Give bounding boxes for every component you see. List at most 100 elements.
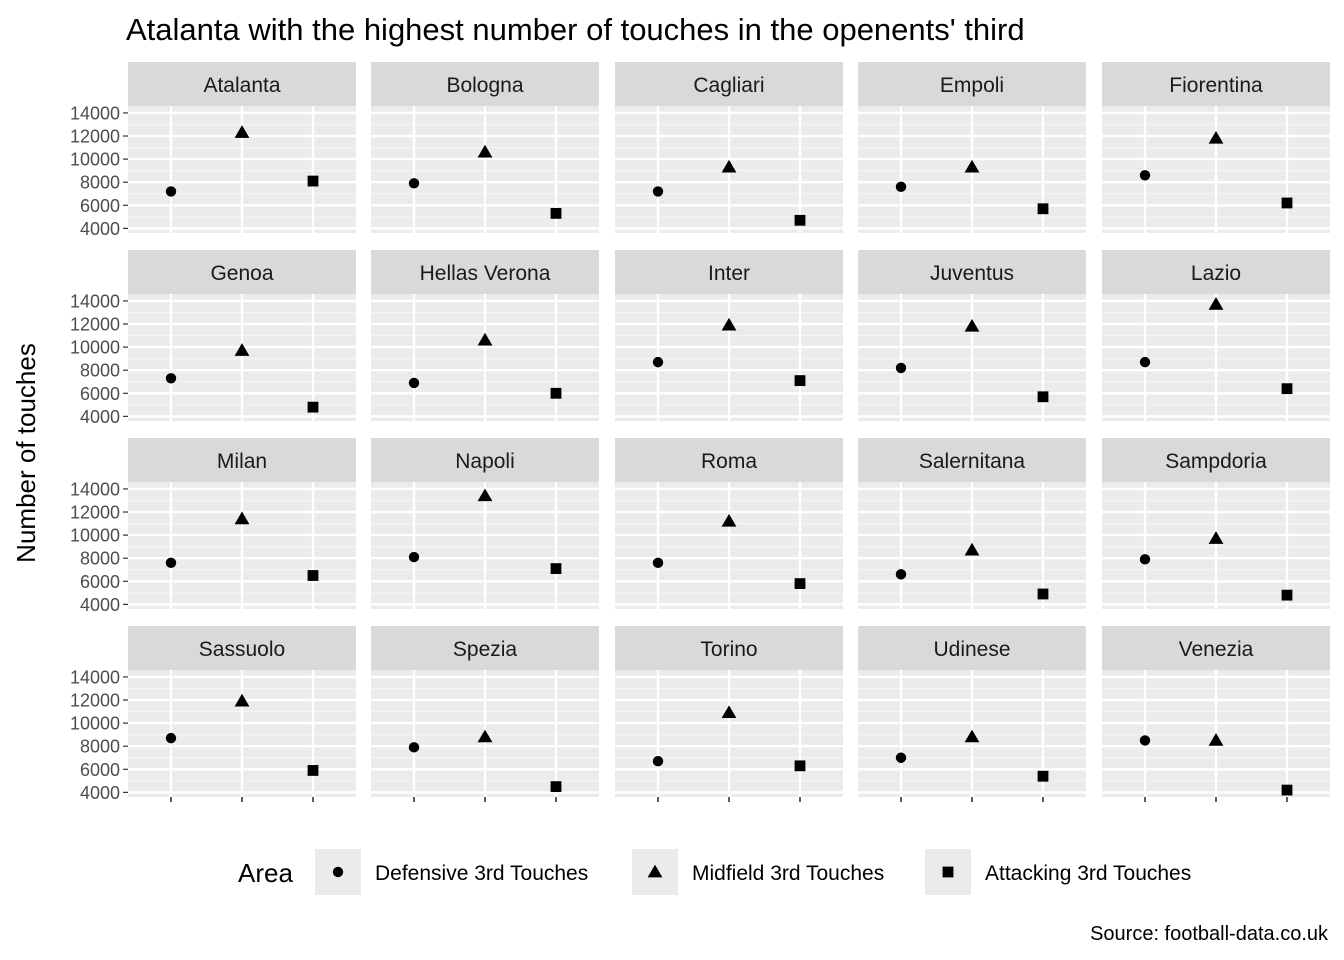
y-tick-label: 12000 [70,315,120,335]
facet-panel: Napoli [371,438,599,609]
cagliari-point-1 [721,159,737,173]
fiorentina-point-0 [1139,170,1151,181]
y-tick-label: 8000 [80,549,120,569]
facet-strip [371,250,599,294]
facet-strip-label: Milan [217,450,267,473]
facet-panel: Salernitana [858,438,1086,609]
facet-strip [1102,438,1330,482]
facet-strip-label: Inter [708,262,750,285]
napoli-point-0 [408,551,420,563]
roma-point-0 [652,557,664,569]
y-tick-label: 8000 [80,361,120,381]
facet-strip [371,626,599,670]
y-axis-label: Number of touches [11,343,41,563]
venezia-point-2 [1281,784,1293,796]
y-tick-label: 8000 [80,173,120,193]
genoa-point-1 [234,343,250,356]
facet-panel: Genoa 4000 6000 8000 10000 12000 14000 [70,250,356,427]
facet-strip-label: Roma [701,450,757,473]
hellas-verona-point-2 [550,387,562,399]
facet-strip-label: Udinese [933,638,1010,661]
facet-panel: Roma [615,438,843,609]
facet-strip-label: Empoli [940,74,1004,97]
y-tick-label: 10000 [70,714,120,734]
fiorentina-point-2 [1281,197,1293,209]
facet-panel: Juventus [858,250,1086,421]
roma-point-2 [794,578,806,589]
facet-panels: Atalanta 4000 6000 8000 10000 12000 14000 Bolog… [70,62,1330,803]
legend-circle-point-0 [332,866,344,878]
facet-strip [1102,62,1330,106]
inter-point-0 [652,356,664,368]
facet-strip-label: Juventus [930,262,1014,285]
y-tick-label: 14000 [70,479,120,499]
salernitana-point-1 [964,542,980,556]
legend-entry: Attacking 3rd Touches [925,849,1191,895]
y-tick-label: 10000 [70,526,120,546]
y-tick-label: 12000 [70,127,120,147]
cagliari-point-0 [652,186,664,197]
facet-strip-label: Cagliari [693,74,764,97]
inter-point-2 [794,375,806,386]
facet-strip-label: Salernitana [919,450,1026,473]
lazio-point-0 [1139,356,1151,368]
facet-panel: Atalanta 4000 6000 8000 10000 12000 14000 [70,62,356,239]
juventus-point-1 [964,318,980,332]
y-tick-label: 4000 [80,783,120,803]
facet-strip-label: Torino [700,638,757,661]
sassuolo-point-2 [307,765,319,776]
roma-point-1 [721,513,737,527]
venezia-point-1 [1208,733,1224,746]
facet-strip [615,62,843,106]
facet-strip-label: Lazio [1191,262,1241,285]
facet-strip [1102,250,1330,294]
hellas-verona-point-1 [477,332,493,346]
facet-strip [128,62,356,106]
y-tick-label: 12000 [70,503,120,523]
legend-title: Area [238,858,293,888]
bologna-point-1 [477,144,493,158]
spezia-point-1 [477,729,493,743]
juventus-point-0 [895,362,907,374]
y-tick-label: 6000 [80,384,120,404]
y-tick-label: 14000 [70,667,120,687]
facet-strip [371,438,599,482]
facet-strip-label: Fiorentina [1169,74,1263,97]
legend-label: Attacking 3rd Touches [985,862,1191,885]
chart-caption: Source: football-data.co.uk [1090,923,1329,945]
y-tick-label: 4000 [80,219,120,239]
lazio-point-2 [1281,383,1293,395]
facet-strip-label: Genoa [210,262,273,285]
facet-strip [858,626,1086,670]
udinese-point-2 [1037,770,1049,782]
facet-panel: Venezia [1102,626,1330,802]
juventus-point-2 [1037,391,1049,403]
facet-strip [1102,626,1330,670]
facet-strip-label: Napoli [455,450,515,473]
y-tick-label: 10000 [70,338,120,358]
udinese-point-0 [895,752,907,763]
facet-panel: Bologna [371,62,599,233]
y-tick-label: 6000 [80,760,120,780]
legend-label: Midfield 3rd Touches [692,862,884,885]
empoli-point-2 [1037,203,1049,215]
facet-panel: Hellas Verona [371,250,599,421]
hellas-verona-point-0 [408,377,420,389]
salernitana-point-2 [1037,588,1049,600]
milan-point-2 [307,570,319,581]
empoli-point-1 [964,159,980,173]
milan-point-1 [234,511,250,525]
legend-square-point-2 [942,866,954,878]
facet-strip-label: Bologna [446,74,523,97]
torino-point-1 [721,705,737,719]
torino-point-2 [794,760,806,772]
facet-strip [858,438,1086,482]
y-tick-label: 6000 [80,572,120,592]
spezia-point-0 [408,742,420,753]
y-tick-label: 4000 [80,407,120,427]
facet-strip [858,62,1086,106]
facet-panel: Inter [615,250,843,421]
udinese-point-1 [964,729,980,743]
y-tick-label: 14000 [70,103,120,123]
